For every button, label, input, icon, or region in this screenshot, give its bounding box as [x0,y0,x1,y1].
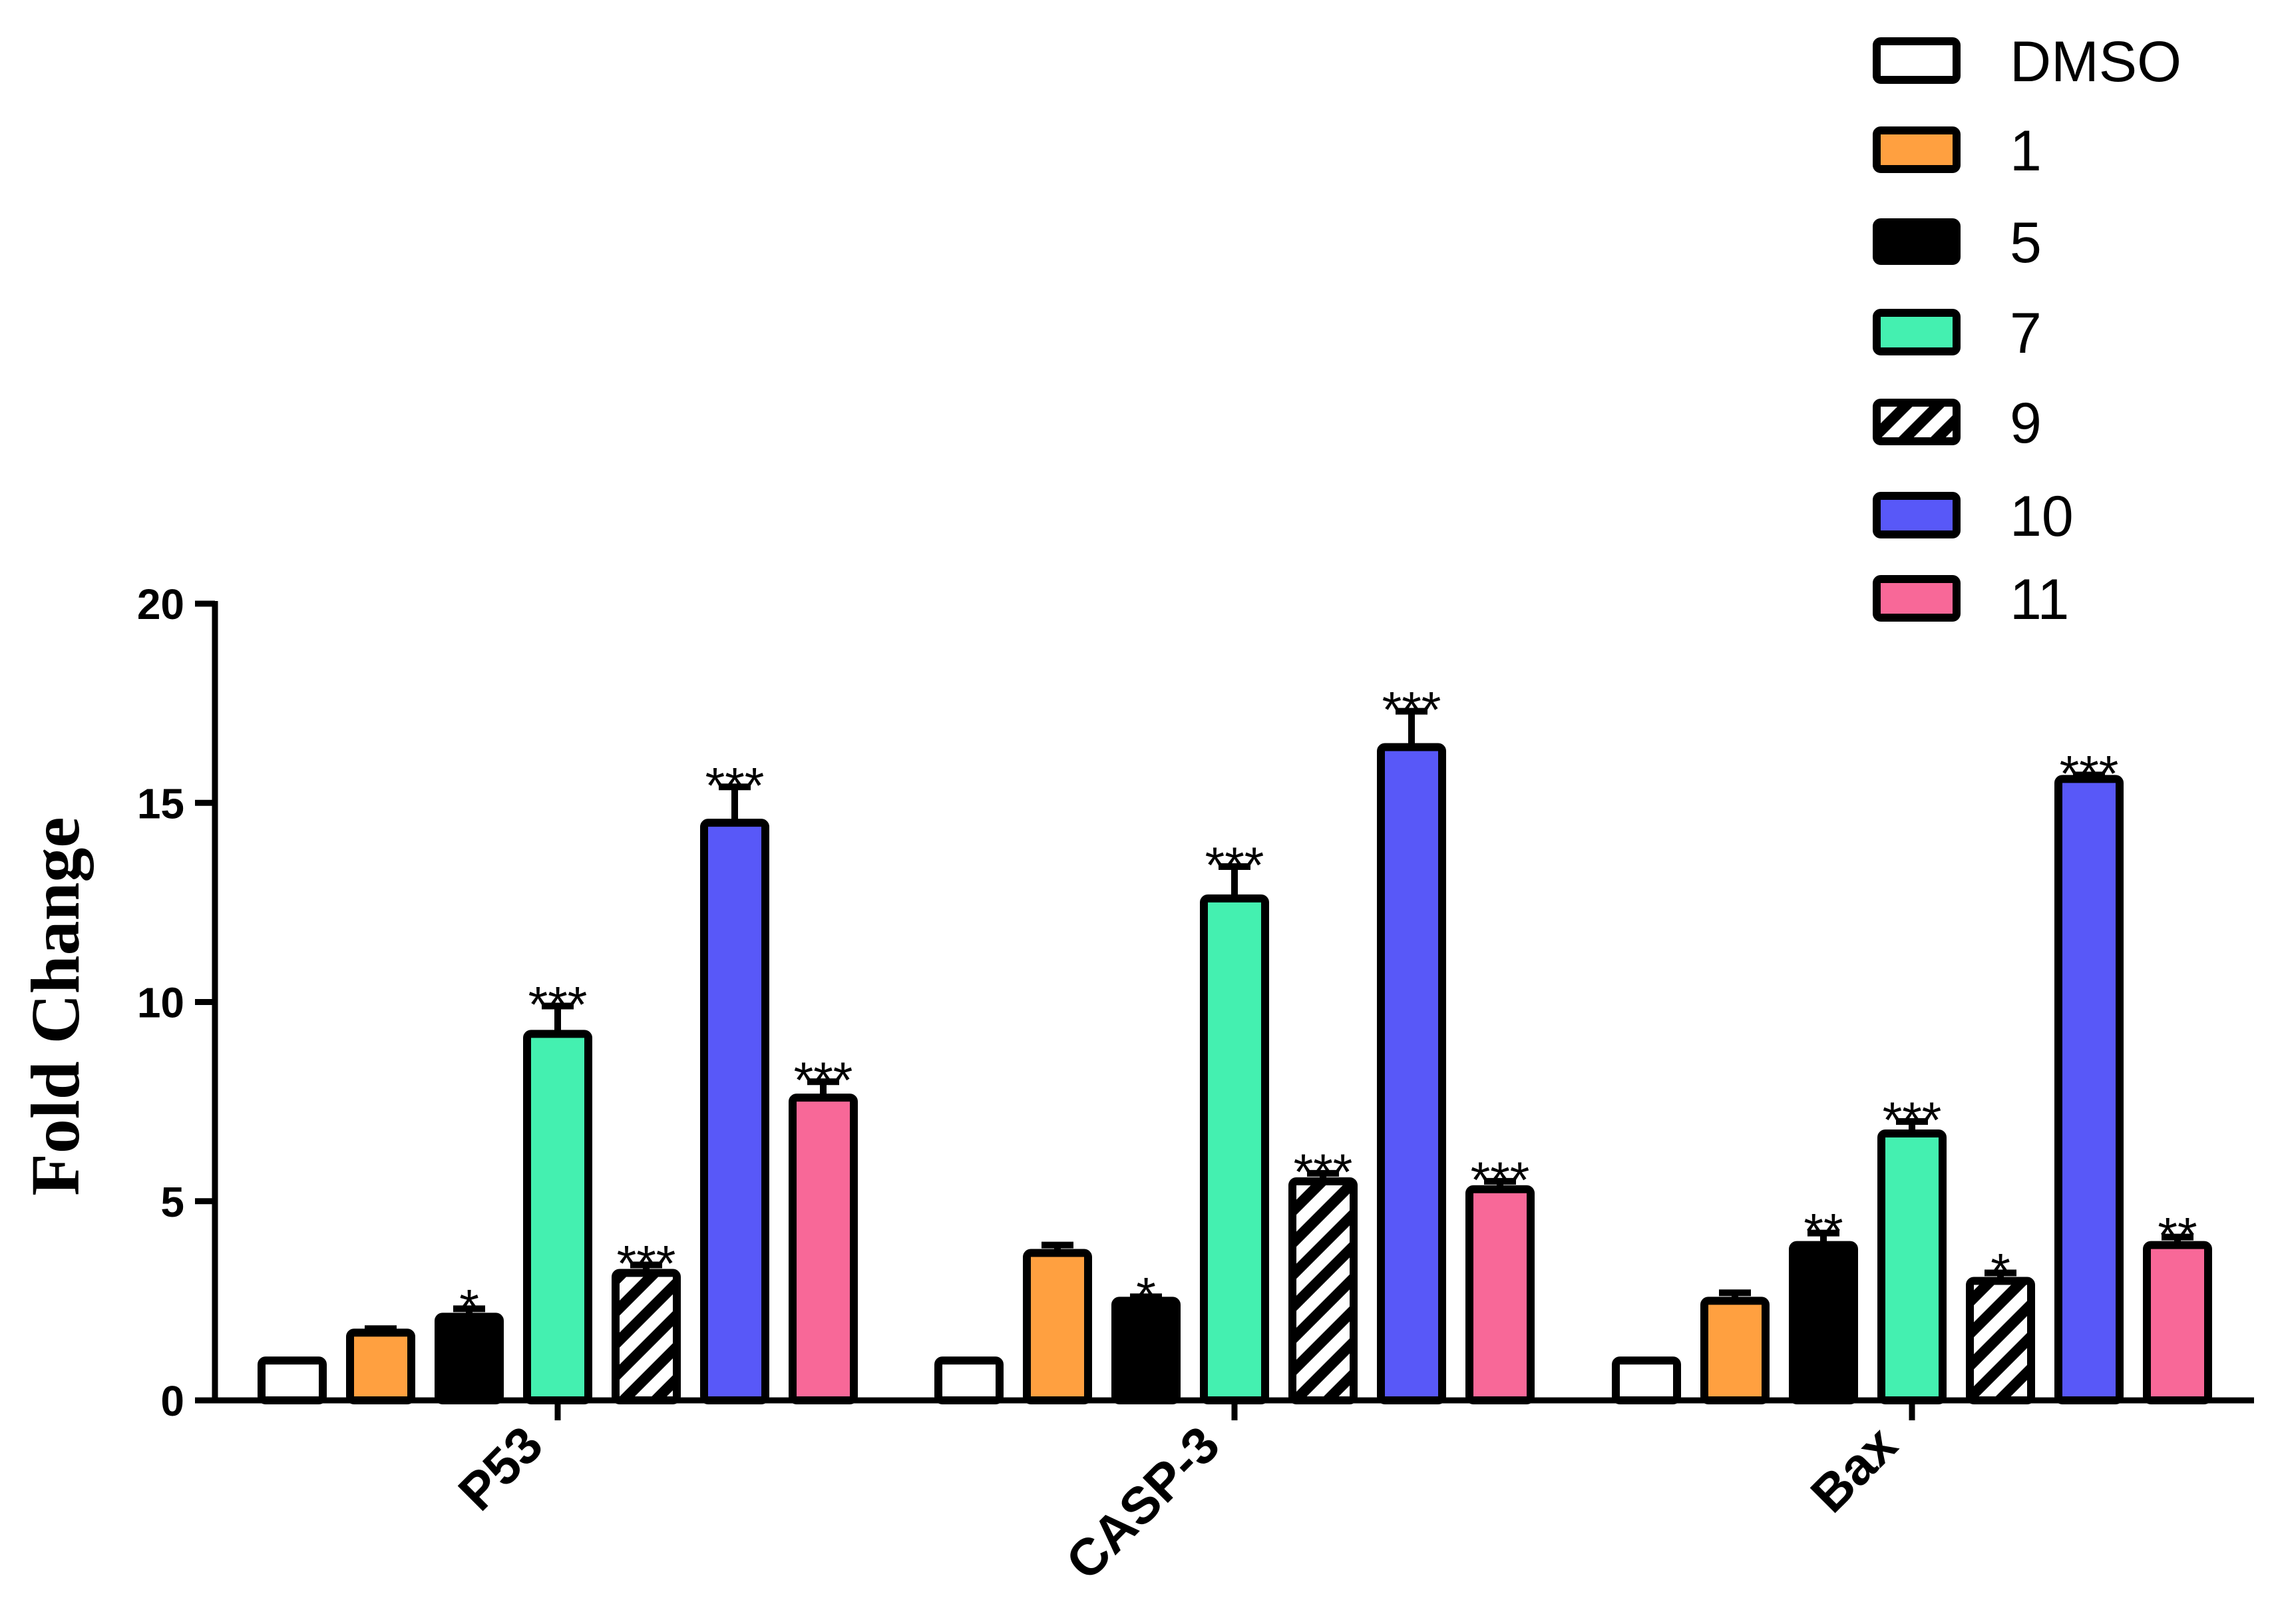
bar-casp3-11 [1465,1185,1535,1405]
legend-swatch-10 [1873,492,1961,538]
significance-label: * [1990,1243,2010,1300]
y-axis-label: Fold Change [17,817,94,1195]
category-label: P53 [447,1415,554,1522]
bar-casp3-10 [1377,743,1446,1404]
bar-p53-9 [612,1269,681,1404]
significance-label: *** [617,1236,676,1293]
bar-p53-dmso [258,1356,327,1405]
y-tick-label: 0 [160,1377,184,1425]
legend-label-9: 9 [2010,391,2042,455]
significance-label: *** [1883,1092,1942,1149]
bars: ************************************* [258,682,2212,1405]
legend-label-10: 10 [2010,485,2074,548]
legend-swatch-1 [1873,126,1961,173]
significance-label: *** [705,757,765,814]
bar-bax-5 [1789,1241,1858,1404]
legend: DMSO 1 5 7 9 10 11 [1873,30,2181,632]
legend-label-7: 7 [2010,302,2042,365]
y-tick-label: 15 [137,779,184,827]
bar-p53-1 [346,1328,415,1405]
significance-label: *** [794,1052,853,1109]
significance-label: *** [2060,745,2119,802]
bar-casp3-9 [1288,1177,1358,1404]
significance-label: *** [1382,682,1441,739]
bar-bax-9 [1966,1277,2035,1404]
bar-p53-7 [523,1030,592,1404]
legend-label-1: 1 [2010,119,2042,183]
significance-label: * [459,1279,479,1336]
legend-swatch-dmso [1873,37,1961,84]
legend-swatch-11 [1873,575,1961,622]
y-tick-label: 10 [137,979,184,1027]
bar-bax-10 [2054,775,2124,1404]
bar-bax-11 [2143,1241,2212,1404]
bar-casp3-dmso [934,1356,1004,1405]
bar-bax-1 [1700,1297,1770,1404]
bar-casp3-5 [1111,1297,1181,1404]
bar-bax-dmso [1612,1356,1681,1405]
legend-swatch-9 [1873,399,1961,445]
bar-casp3-1 [1023,1249,1092,1405]
legend-label-dmso: DMSO [2010,30,2181,94]
bar-p53-10 [700,819,769,1405]
legend-label-5: 5 [2010,211,2042,275]
bar-p53-11 [789,1094,858,1404]
y-tick-label: 5 [160,1178,184,1226]
legend-swatch-7 [1873,309,1961,355]
significance-label: *** [1205,837,1264,894]
significance-label: *** [1471,1152,1530,1209]
category-label: CASP-3 [1055,1415,1231,1591]
bar-bax-7 [1877,1129,1947,1404]
legend-label-11: 11 [2010,568,2069,632]
significance-label: * [1136,1267,1156,1324]
axes: 0 5 10 15 20 P53 CASP-3 Bax [137,580,2254,1591]
y-tick-label: 20 [137,580,184,628]
bar-p53-5 [435,1313,504,1404]
significance-label: ** [1803,1204,1843,1261]
significance-label: *** [528,976,588,1033]
legend-swatch-5 [1873,218,1961,265]
bar-casp3-7 [1200,894,1269,1404]
significance-label: *** [1294,1144,1353,1201]
significance-label: ** [2158,1208,2197,1265]
category-label: Bax [1800,1415,1908,1523]
